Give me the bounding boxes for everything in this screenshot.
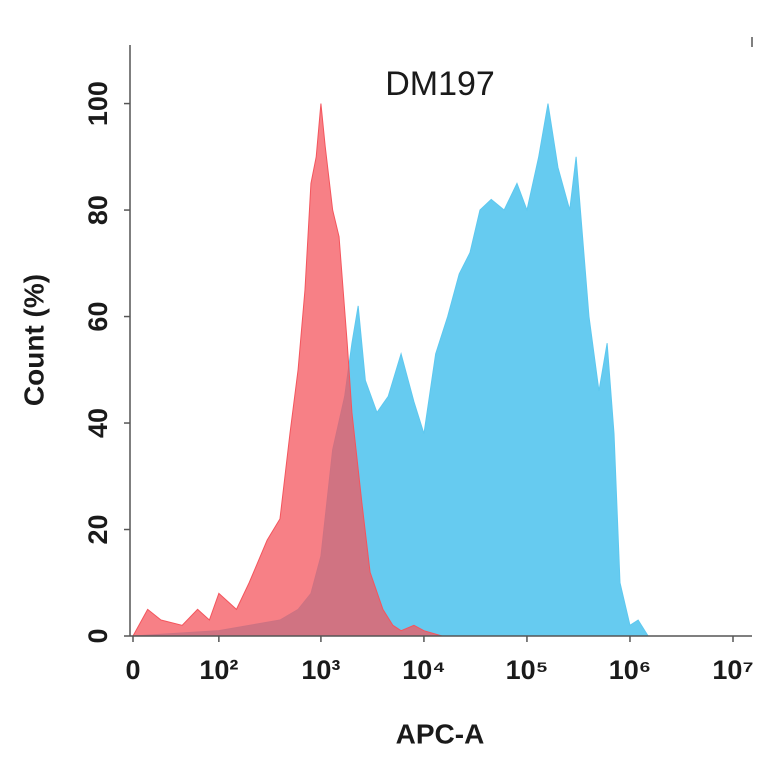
x-tick-label: 10⁶ <box>609 655 651 685</box>
x-tick-label: 10⁵ <box>506 655 549 685</box>
area <box>132 103 443 637</box>
y-tick-label: 80 <box>83 195 113 225</box>
area <box>132 103 650 637</box>
x-tick-label: 10² <box>199 655 238 685</box>
x-axis-label: APC-A <box>396 718 485 749</box>
y-tick-label: 40 <box>83 408 113 438</box>
x-tick-label: 0 <box>125 655 140 685</box>
chart-title: DM197 <box>385 65 495 103</box>
y-tick-label: 20 <box>83 514 113 544</box>
y-tick-label: 100 <box>83 81 113 126</box>
x-tick-label: 10³ <box>301 655 340 685</box>
y-axis-label: Count (%) <box>18 274 49 406</box>
x-tick-label: 10⁷ <box>712 655 753 685</box>
x-tick-label: 10⁴ <box>402 655 445 685</box>
y-tick-label: 60 <box>83 302 113 332</box>
y-tick-label: 0 <box>83 628 113 643</box>
